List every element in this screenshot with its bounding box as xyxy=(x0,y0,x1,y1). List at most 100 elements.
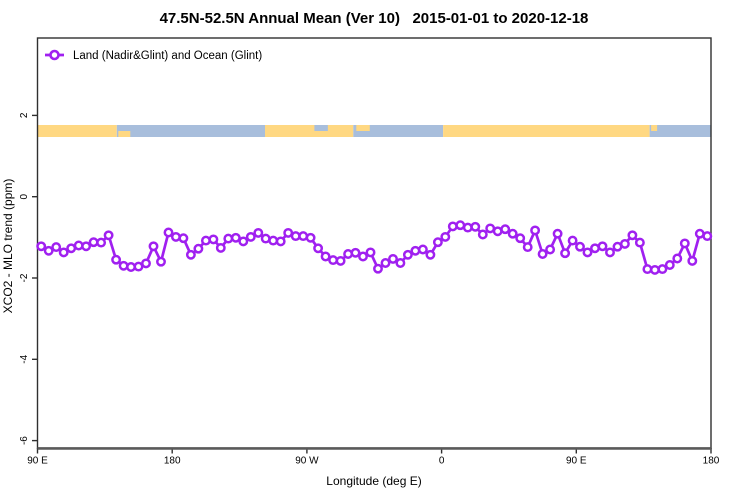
data-point xyxy=(208,234,219,245)
data-series xyxy=(36,220,713,275)
data-point xyxy=(545,244,556,255)
data-point xyxy=(619,238,630,249)
data-point xyxy=(507,228,518,239)
data-point xyxy=(320,251,331,262)
band-detail-land xyxy=(651,125,658,131)
data-point xyxy=(335,255,346,266)
band-segment-land xyxy=(443,125,650,137)
data-point xyxy=(178,233,189,244)
x-axis-title: Longitude (deg E) xyxy=(326,474,421,488)
data-point xyxy=(328,255,339,266)
data-point xyxy=(515,233,526,244)
data-point xyxy=(268,235,279,246)
data-point xyxy=(664,260,675,270)
x-tick-label: 180 xyxy=(164,456,181,467)
data-point xyxy=(230,232,241,243)
data-point xyxy=(417,244,428,255)
y-tick-label: 2 xyxy=(19,112,30,118)
data-point xyxy=(470,221,481,232)
y-axis-title: XCO2 - MLO trend (ppm) xyxy=(1,179,15,314)
y-tick-label: -6 xyxy=(19,436,30,445)
chart-title: 47.5N-52.5N Annual Mean (Ver 10) 2015-01… xyxy=(160,10,589,27)
data-point xyxy=(156,256,166,267)
data-point xyxy=(560,248,571,259)
data-point xyxy=(118,260,129,271)
data-point xyxy=(111,254,122,265)
data-point xyxy=(477,229,488,240)
data-point xyxy=(522,242,533,253)
data-point xyxy=(51,242,62,253)
data-point xyxy=(170,231,181,242)
data-point xyxy=(36,241,47,252)
data-point xyxy=(388,253,398,264)
data-point xyxy=(380,258,391,268)
band-detail-land xyxy=(118,131,131,137)
data-point xyxy=(702,231,713,242)
data-point xyxy=(410,245,421,256)
data-point xyxy=(552,228,563,239)
data-point xyxy=(634,237,645,248)
data-point xyxy=(253,227,264,238)
data-point xyxy=(679,238,690,249)
legend-circle-marker-icon xyxy=(49,49,60,61)
data-point xyxy=(575,241,585,252)
data-point xyxy=(605,247,615,258)
data-point xyxy=(500,224,511,235)
data-point xyxy=(440,231,451,242)
data-point xyxy=(305,232,316,243)
data-point xyxy=(395,258,406,268)
data-point xyxy=(462,222,473,233)
data-point xyxy=(43,245,54,256)
data-point xyxy=(313,243,324,254)
data-point xyxy=(96,237,107,248)
band-segment-land xyxy=(264,125,354,137)
data-point xyxy=(672,253,683,264)
x-tick-label: 0 xyxy=(439,456,445,467)
y-tick-label: -2 xyxy=(19,273,30,282)
data-point xyxy=(185,249,196,260)
legend: Land (Nadir&Glint) and Ocean (Glint) xyxy=(45,49,262,62)
surface-type-band xyxy=(37,125,711,137)
data-point xyxy=(358,251,368,262)
y-tick-label: 0 xyxy=(19,193,30,199)
data-point xyxy=(687,255,698,266)
data-point xyxy=(350,247,361,258)
data-point xyxy=(373,263,383,274)
x-tick-label: 90 E xyxy=(27,456,48,467)
band-detail-land xyxy=(356,125,370,131)
data-point xyxy=(200,235,211,246)
axes: 90 E 180 90 W 0 90 E 180 2 0 -2 -4 -6 xyxy=(19,112,720,466)
data-point xyxy=(343,249,354,259)
data-point xyxy=(245,231,256,242)
plot-border xyxy=(36,37,712,449)
y-tick-label: -4 xyxy=(19,354,30,363)
data-point xyxy=(215,242,226,253)
data-point xyxy=(582,247,593,258)
data-point xyxy=(148,241,159,252)
data-point xyxy=(425,249,436,260)
data-point xyxy=(223,233,234,244)
data-point xyxy=(402,249,413,260)
band-segment-ocean xyxy=(353,125,444,137)
x-tick-label: 90 W xyxy=(295,456,319,467)
data-point xyxy=(649,264,660,275)
x-tick-label: 180 xyxy=(703,456,720,467)
data-point xyxy=(642,264,653,275)
data-point xyxy=(81,241,92,252)
data-point xyxy=(530,225,541,236)
data-point xyxy=(141,258,151,269)
data-point xyxy=(275,236,286,247)
data-point xyxy=(597,241,608,252)
data-point xyxy=(193,243,204,254)
band-segment-land xyxy=(37,125,117,137)
data-point xyxy=(537,249,548,259)
data-point xyxy=(163,227,174,238)
data-point xyxy=(58,247,69,258)
band-detail-ocean xyxy=(314,125,328,131)
data-point xyxy=(432,237,443,248)
band-segment-ocean xyxy=(649,125,711,137)
data-point xyxy=(447,221,458,232)
data-point xyxy=(365,247,376,258)
